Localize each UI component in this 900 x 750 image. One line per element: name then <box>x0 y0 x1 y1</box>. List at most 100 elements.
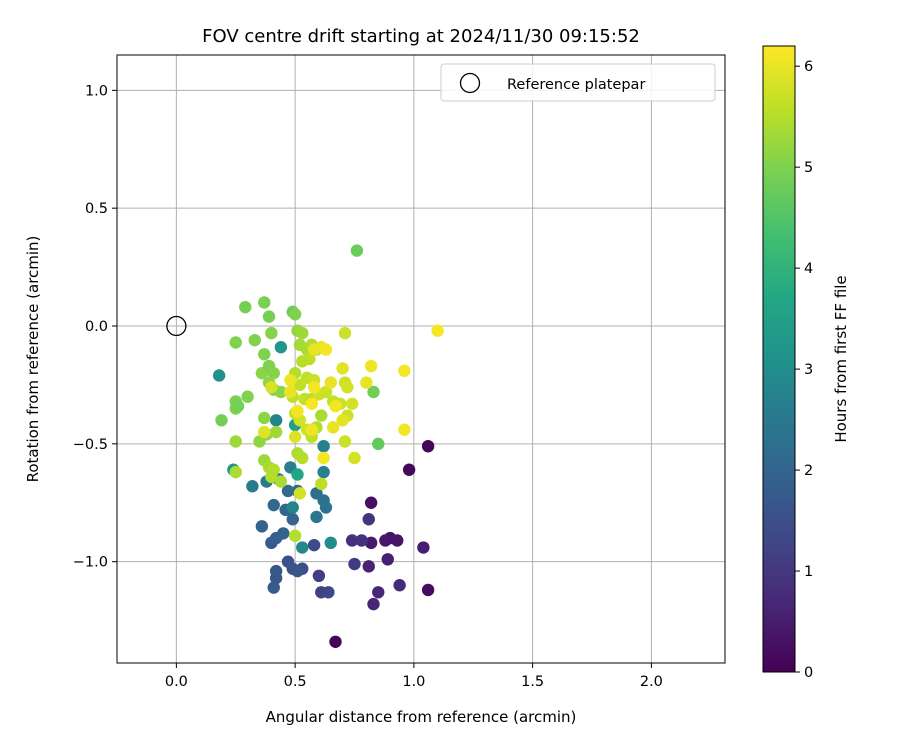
plot-frame <box>116 54 726 664</box>
scatter-point <box>305 423 318 436</box>
scatter-point <box>229 435 242 448</box>
reference-platepar-marker <box>166 315 187 337</box>
colorbar-tick-label: 2 <box>804 463 813 479</box>
scatter-point <box>336 414 349 427</box>
scatter-point <box>367 597 380 611</box>
scatter-point <box>431 324 444 337</box>
scatter-point <box>362 513 375 526</box>
legend-box <box>440 63 716 102</box>
scatter-point <box>239 300 252 314</box>
scatter-point <box>286 501 299 514</box>
scatter-point <box>291 468 304 481</box>
scatter-point <box>215 414 228 427</box>
scatter-point <box>379 534 392 547</box>
scatter-point <box>319 385 333 399</box>
scatter-point <box>317 451 330 465</box>
x-tick-label: 1.5 <box>521 674 544 690</box>
scatter-point <box>267 366 280 380</box>
scatter-point <box>293 487 307 500</box>
scatter-point <box>398 423 411 436</box>
x-tick-label: 2.0 <box>640 674 663 690</box>
scatter-point <box>350 244 364 257</box>
scatter-point <box>391 534 404 547</box>
scatter-point <box>284 374 297 387</box>
x-tick-label: 1.0 <box>402 674 425 690</box>
scatter-point <box>296 326 309 340</box>
scatter-point <box>305 397 318 410</box>
x-tick-label: 0.5 <box>284 674 307 690</box>
scatter-point <box>345 534 359 547</box>
scatter-point <box>310 510 323 524</box>
scatter-point <box>291 404 304 418</box>
scatter-point <box>258 348 271 361</box>
scatter-point <box>315 477 328 491</box>
scatter-point <box>315 409 328 422</box>
axis-ticks: 0.0 0.5 1.0 1.5 2.0 −1.0 −0.5 0.0 0.5 1.0 <box>73 83 663 690</box>
scatter-point <box>402 463 416 476</box>
scatter-point <box>307 381 321 394</box>
scatter-point <box>274 341 288 354</box>
scatter-point <box>338 435 352 448</box>
scatter-point <box>307 343 321 356</box>
colorbar-tick-label: 5 <box>804 160 813 176</box>
scatter-point <box>284 385 297 399</box>
scatter-point <box>269 425 283 439</box>
scatter-point <box>338 326 352 340</box>
scatter-point <box>248 333 261 347</box>
y-tick-label: −1.0 <box>73 555 108 571</box>
scatter-point <box>319 501 333 514</box>
scatter-point <box>324 536 337 550</box>
reference-marker-layer <box>166 315 187 337</box>
scatter-point <box>241 390 254 403</box>
scatter-point <box>267 498 280 512</box>
scatter-point <box>317 465 330 479</box>
scatter-point <box>212 369 226 382</box>
scatter-point <box>274 475 288 488</box>
scatter-point <box>281 484 295 498</box>
scatter-point <box>296 541 309 554</box>
colorbar-tick-label: 0 <box>804 665 813 681</box>
legend-entry-reference: Reference platepar <box>507 77 645 93</box>
scatter-point <box>253 435 266 448</box>
scatter-point <box>381 553 394 566</box>
scatter-point <box>291 564 304 578</box>
scatter-point <box>348 557 361 571</box>
scatter-point <box>329 399 342 413</box>
x-tick-label: 0.0 <box>165 674 188 690</box>
scatter-point <box>288 430 302 443</box>
scatter-point <box>393 579 406 592</box>
scatter-point <box>336 362 349 375</box>
y-axis-label: Rotation from reference (arcmin) <box>24 236 42 483</box>
scatter-point <box>329 635 342 648</box>
scatter-point <box>348 451 361 465</box>
scatter-point <box>324 376 337 389</box>
scatter-point <box>417 541 430 554</box>
scatter-point <box>319 343 333 356</box>
legend-reference-marker <box>459 72 481 94</box>
y-tick-label: 0.0 <box>85 319 108 335</box>
scatter-point <box>322 586 335 599</box>
scatter-point <box>288 308 302 321</box>
colorbar-ticks: 0 1 2 3 4 5 6 <box>795 59 813 681</box>
chart-title: FOV centre drift starting at 2024/11/30 … <box>202 26 640 47</box>
scatter-point <box>265 381 278 394</box>
y-tick-label: 1.0 <box>85 83 108 99</box>
colorbar-label: Hours from first FF file <box>832 275 850 442</box>
scatter-point <box>421 439 435 453</box>
scatter-point <box>360 376 373 389</box>
scatter-point <box>269 564 283 578</box>
scatter-point <box>277 527 290 540</box>
scatter-point <box>286 513 299 526</box>
scatter-point <box>367 385 380 399</box>
scatter-point <box>364 536 378 550</box>
scatter-point <box>267 581 280 594</box>
scatter-point <box>372 586 385 599</box>
scatter-point <box>265 470 278 484</box>
scatter-point <box>229 465 242 479</box>
scatter-point <box>326 421 340 434</box>
colorbar-tick-label: 6 <box>804 59 813 75</box>
scatter-point <box>288 529 302 542</box>
scatter-point <box>317 439 330 453</box>
scatter-point <box>258 411 271 425</box>
